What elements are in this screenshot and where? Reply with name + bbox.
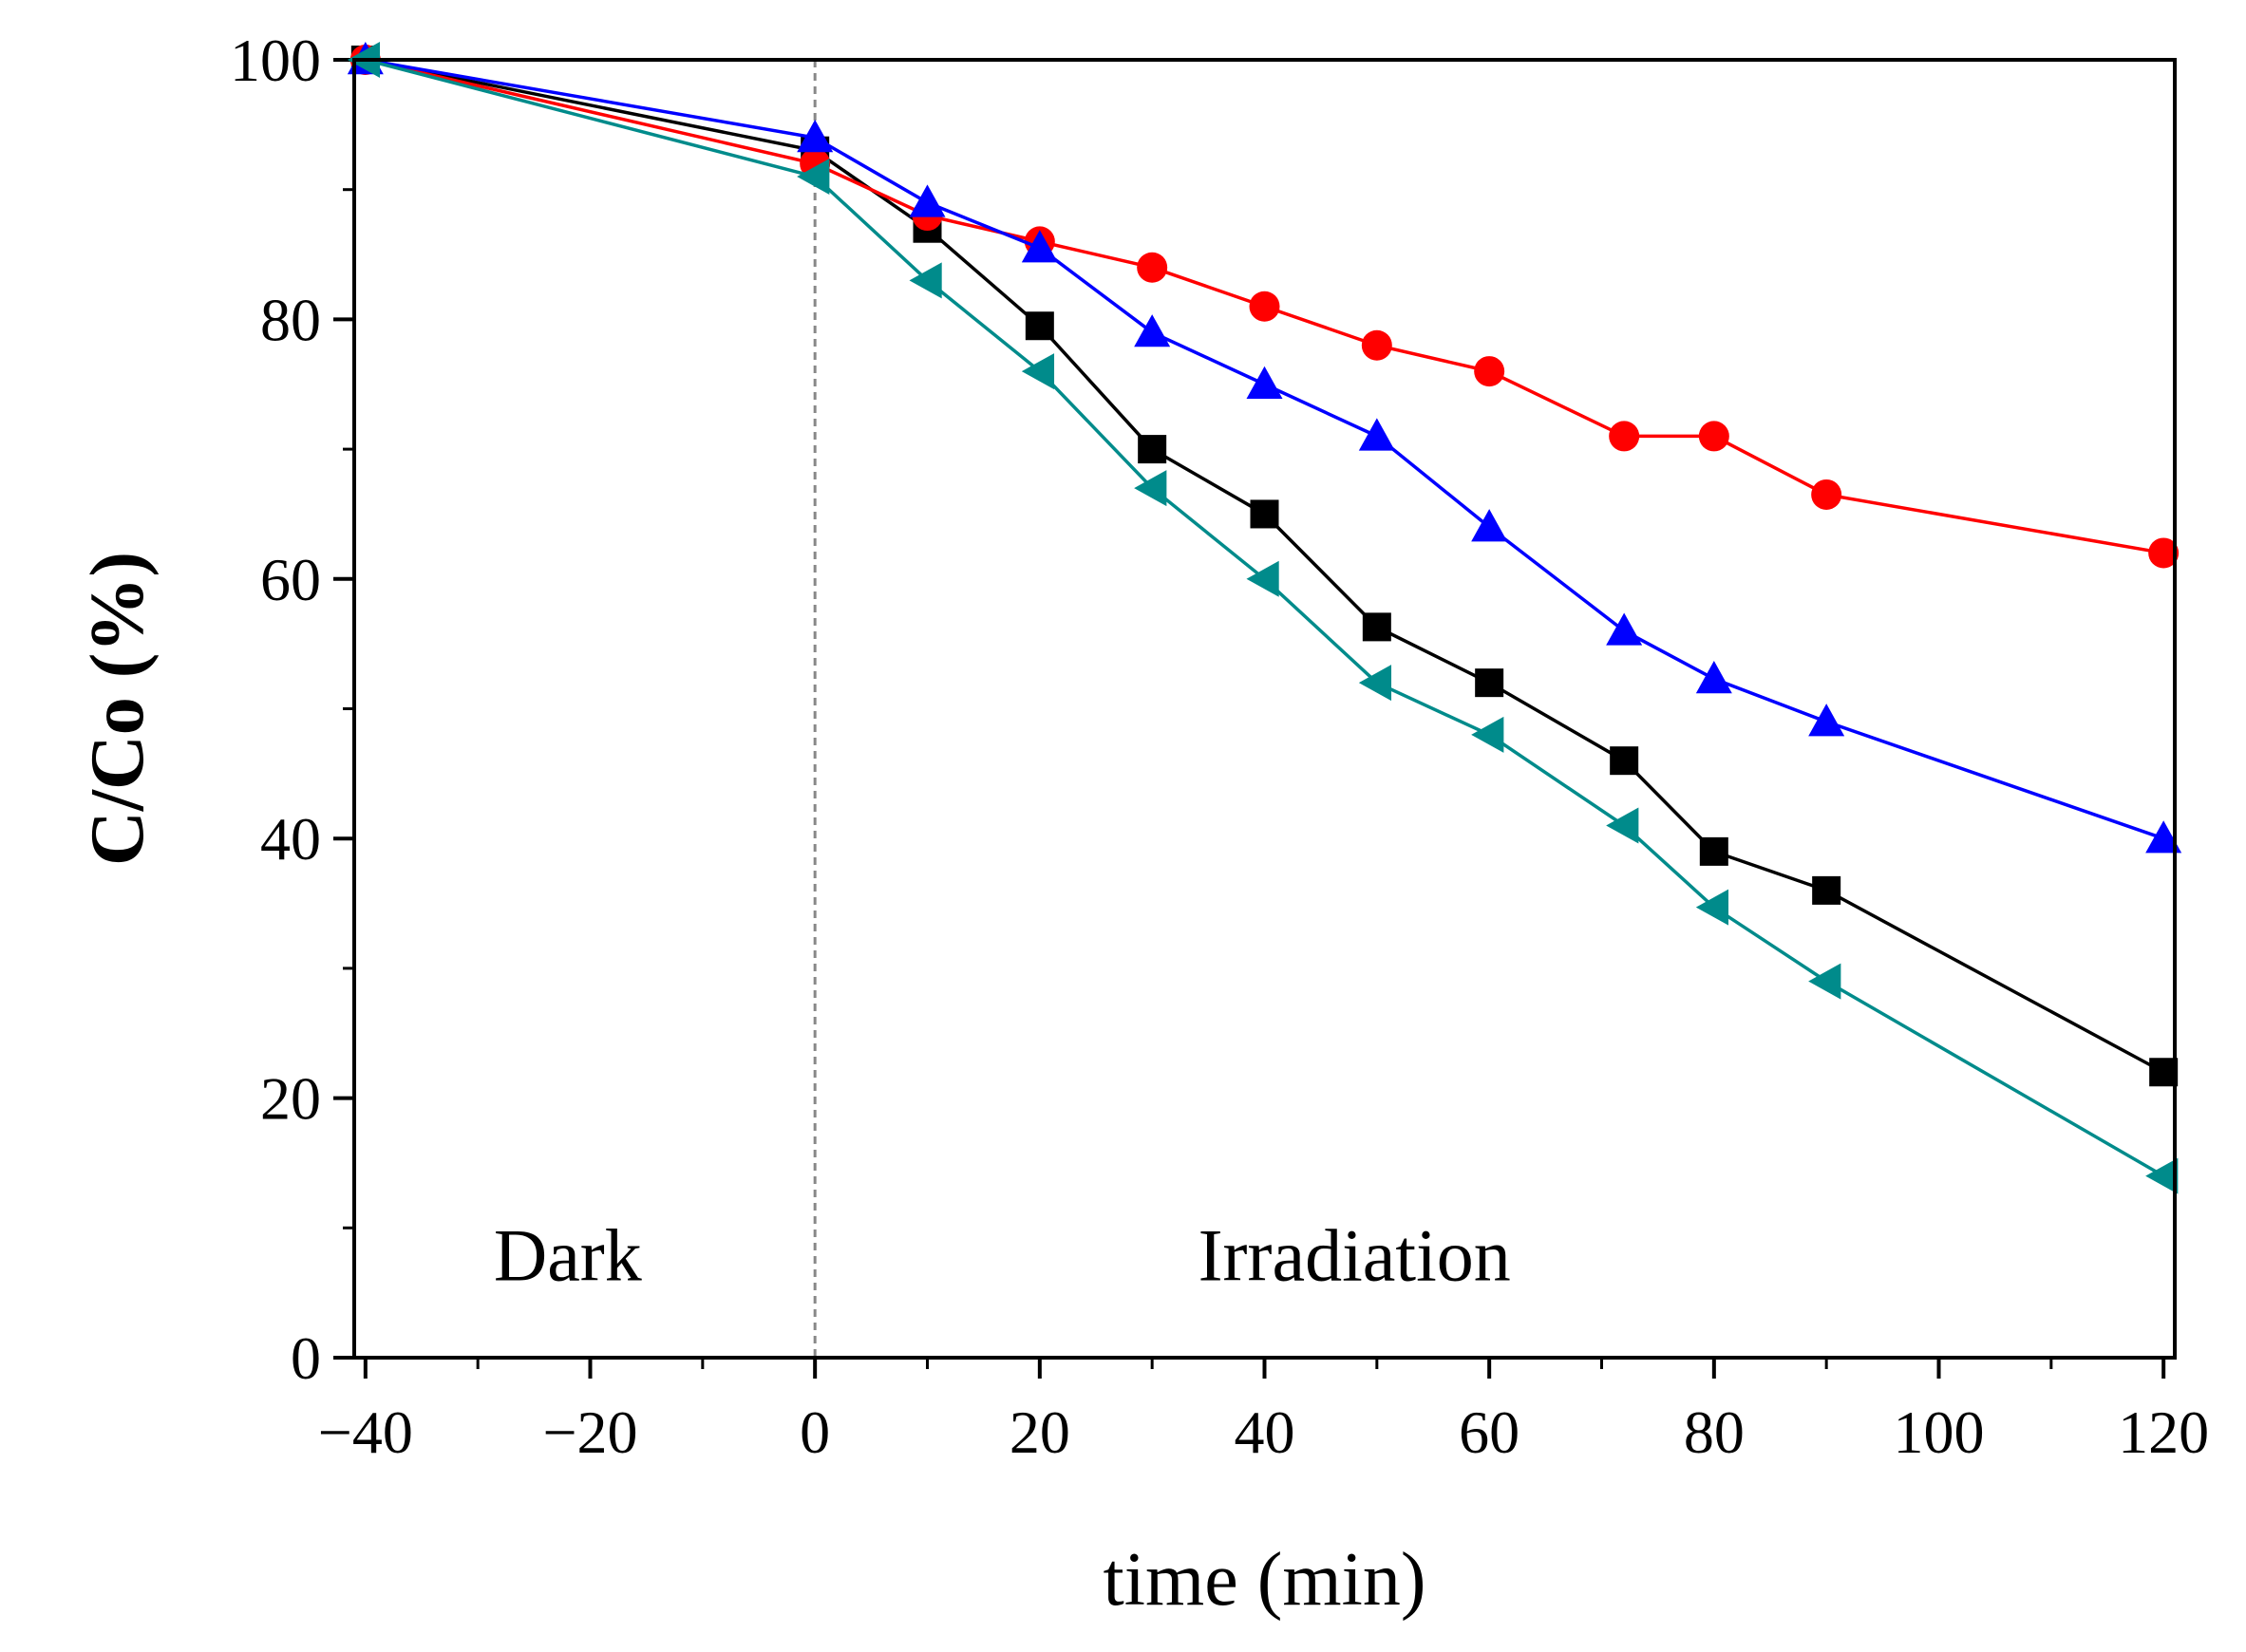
triangle-left-marker	[1246, 560, 1279, 597]
triangle-left-marker	[1695, 889, 1729, 926]
series-triangle-up	[347, 42, 2182, 854]
x-tick-label: −20	[542, 1399, 637, 1466]
series-line	[365, 58, 2165, 1178]
circle-marker	[1249, 291, 1280, 322]
circle-marker	[1609, 421, 1640, 452]
series-line	[365, 58, 2164, 555]
triangle-up-marker	[1695, 661, 1732, 694]
triangle-left-marker	[1606, 807, 1639, 844]
circle-marker	[1698, 421, 1729, 452]
series-line	[365, 58, 2164, 840]
triangle-up-marker	[1134, 314, 1171, 347]
y-tick-label: 80	[260, 286, 321, 353]
triangle-up-marker	[1606, 612, 1643, 646]
annotation-label: Irradiation	[1198, 1214, 1511, 1297]
triangle-up-marker	[1021, 230, 1058, 263]
square-marker	[1025, 311, 1054, 341]
square-marker	[1699, 836, 1728, 866]
x-tick-label: 0	[800, 1399, 830, 1466]
square-marker	[1610, 746, 1639, 776]
series-square	[350, 46, 2179, 1087]
square-marker	[1362, 612, 1391, 642]
y-tick-label: 40	[260, 805, 321, 873]
annotation-label: Dark	[494, 1214, 642, 1297]
x-tick-label: 20	[1010, 1399, 1070, 1466]
tick-labels: −40 −20 0 20 40 60 80 100 120 0 20 40 60 80 100	[230, 27, 2209, 1466]
y-axis-title: C/Co (%)	[76, 552, 160, 866]
x-tick-label: 100	[1894, 1399, 1985, 1466]
y-tick-label: 20	[260, 1065, 321, 1133]
circle-marker	[1811, 479, 1842, 510]
series-group	[347, 42, 2182, 1194]
plot-frame	[352, 58, 2177, 1360]
square-marker	[1138, 435, 1167, 464]
series-circle	[349, 45, 2180, 569]
triangle-up-marker	[1471, 509, 1508, 542]
y-tick-label: 0	[291, 1324, 321, 1392]
triangle-left-marker	[2145, 1157, 2179, 1194]
triangle-up-marker	[1246, 366, 1283, 399]
triangle-left-marker	[1021, 353, 1055, 390]
triangle-left-marker	[909, 262, 942, 299]
square-marker	[1812, 875, 1841, 905]
triangle-left-marker	[1471, 716, 1504, 753]
triangle-left-marker	[797, 159, 830, 196]
x-tick-label: −40	[318, 1399, 413, 1466]
axis-ticks	[333, 58, 2166, 1379]
triangle-up-marker	[909, 184, 946, 217]
triangle-left-marker	[1358, 665, 1392, 702]
square-marker	[1475, 668, 1504, 698]
x-tick-label: 120	[2118, 1399, 2209, 1466]
triangle-up-marker	[2145, 820, 2182, 854]
annotations: Dark Irradiation	[494, 1214, 1511, 1297]
circle-marker	[1137, 252, 1168, 283]
square-marker	[1250, 499, 1279, 529]
triangle-up-marker	[797, 120, 834, 153]
triangle-up-marker	[1358, 418, 1395, 451]
x-axis-title: time (min)	[1104, 1538, 1426, 1622]
circle-marker	[2148, 537, 2180, 569]
series-triangle-left	[347, 42, 2179, 1194]
series-line	[365, 58, 2164, 1074]
x-tick-label: 60	[1459, 1399, 1519, 1466]
triangle-left-marker	[1134, 470, 1167, 507]
y-tick-label: 100	[230, 27, 321, 94]
x-tick-label: 80	[1684, 1399, 1745, 1466]
x-tick-label: 40	[1235, 1399, 1295, 1466]
circle-marker	[1361, 329, 1392, 361]
triangle-left-marker	[1808, 963, 1841, 1000]
triangle-up-marker	[1808, 704, 1845, 737]
y-tick-label: 60	[260, 546, 321, 613]
circle-marker	[1474, 356, 1505, 387]
